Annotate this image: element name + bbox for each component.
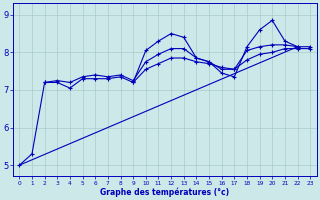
X-axis label: Graphe des températures (°c): Graphe des températures (°c) [100, 187, 229, 197]
